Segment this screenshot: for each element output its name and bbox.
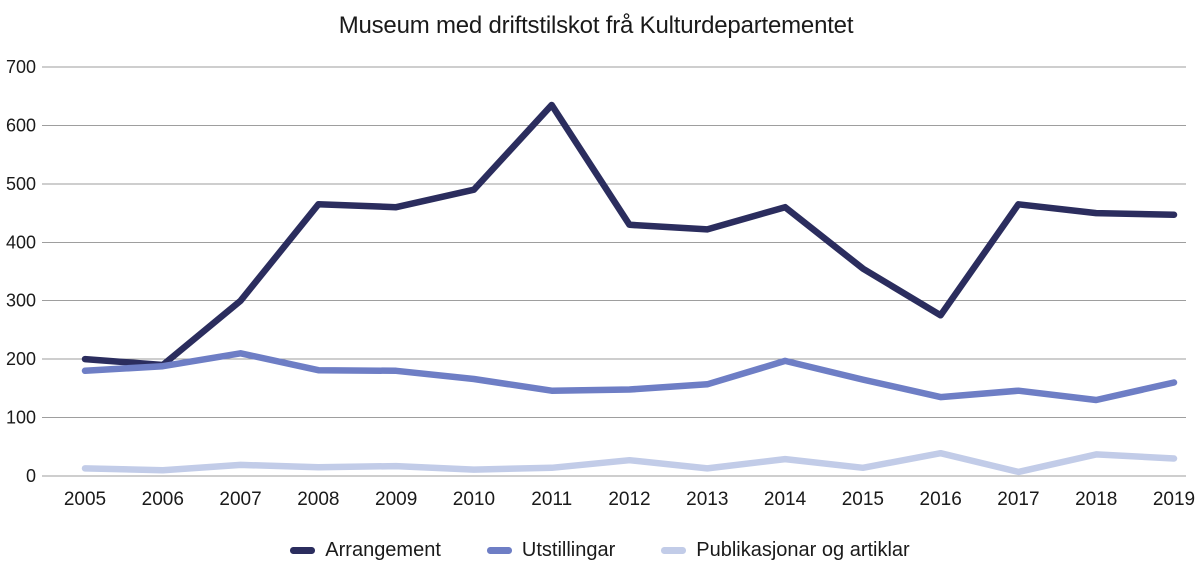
series-line-utstillingar bbox=[81, 350, 1178, 404]
y-tick-label: 300 bbox=[6, 291, 36, 311]
y-tick-label: 400 bbox=[6, 232, 36, 252]
y-axis-tick-labels: 0 100 200 300 400 500 600 700 bbox=[6, 57, 36, 486]
legend-label: Arrangement bbox=[325, 539, 441, 561]
x-tick-label: 2013 bbox=[686, 489, 728, 510]
legend-label: Publikasjonar og artiklar bbox=[696, 539, 910, 561]
series-line-arrangement bbox=[81, 101, 1178, 369]
y-tick-label: 700 bbox=[6, 57, 36, 77]
x-tick-label: 2015 bbox=[842, 489, 884, 510]
x-tick-label: 2008 bbox=[297, 489, 339, 510]
x-tick-label: 2005 bbox=[64, 489, 106, 510]
legend-item: Utstillingar bbox=[486, 539, 616, 562]
x-tick-label: 2016 bbox=[920, 489, 962, 510]
x-tick-label: 2019 bbox=[1153, 489, 1195, 510]
legend-swatch-publikasjonar-og-artiklar bbox=[661, 547, 687, 554]
gridlines bbox=[42, 66, 1186, 477]
legend-item: Arrangement bbox=[290, 539, 441, 562]
legend-swatch-arrangement bbox=[290, 547, 316, 554]
legend-label: Utstillingar bbox=[521, 539, 616, 561]
chart-title: Museum med driftstilskot frå Kulturdepar… bbox=[338, 12, 854, 39]
x-tick-label: 2007 bbox=[219, 489, 261, 510]
legend-item: Publikasjonar og artiklar bbox=[661, 539, 910, 562]
x-axis-tick-labels: 2005 2006 2007 2008 2009 2010 2011 2012 2013 2014… bbox=[64, 489, 1195, 510]
legend-swatch-utstillingar bbox=[486, 547, 512, 554]
x-tick-label: 2018 bbox=[1075, 489, 1117, 510]
y-tick-label: 100 bbox=[6, 408, 36, 428]
y-tick-label: 200 bbox=[6, 349, 36, 369]
x-tick-label: 2009 bbox=[375, 489, 417, 510]
series-line-publikasjonar-og-artiklar bbox=[81, 449, 1178, 476]
chart-legend: Arrangement Utstillingar Publikasjonar og … bbox=[0, 539, 1200, 562]
x-tick-label: 2017 bbox=[997, 489, 1039, 510]
x-tick-label: 2014 bbox=[764, 489, 807, 510]
y-tick-label: 500 bbox=[6, 174, 36, 194]
x-tick-label: 2011 bbox=[531, 489, 572, 510]
x-tick-label: 2010 bbox=[453, 489, 495, 510]
y-tick-label: 600 bbox=[6, 115, 36, 135]
x-tick-label: 2012 bbox=[608, 489, 650, 510]
x-tick-label: 2006 bbox=[142, 489, 184, 510]
y-tick-label: 0 bbox=[26, 466, 36, 486]
